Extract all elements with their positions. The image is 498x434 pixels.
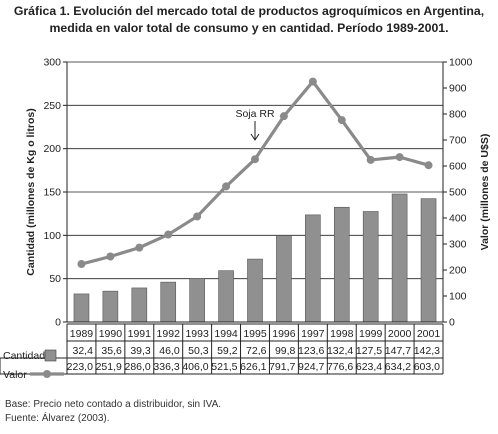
right-tick-label: 500 bbox=[449, 187, 467, 199]
x-tick-label: 1996 bbox=[272, 328, 296, 340]
line-point bbox=[222, 182, 231, 191]
right-tick-label: 300 bbox=[449, 239, 467, 251]
legend-swatch-cantidad bbox=[44, 349, 57, 362]
table-value-valor: 406,0 bbox=[182, 361, 208, 373]
table-value-valor: 623,4 bbox=[356, 361, 382, 373]
table-value-valor: 634,2 bbox=[385, 361, 411, 373]
table-value-cantidad: 147,7 bbox=[385, 345, 411, 357]
table-value-cantidad: 72,6 bbox=[246, 345, 267, 357]
x-tick-label: 1993 bbox=[185, 328, 209, 340]
right-tick-label: 1000 bbox=[449, 57, 473, 69]
left-tick-label: 50 bbox=[49, 273, 61, 285]
table-legend-valor: Valor bbox=[3, 369, 27, 381]
table-value-cantidad: 132,4 bbox=[327, 345, 353, 357]
table-value-valor: 626,1 bbox=[240, 361, 266, 373]
right-tick-label: 800 bbox=[449, 109, 467, 121]
line-point bbox=[193, 212, 202, 221]
right-tick-label: 600 bbox=[449, 161, 467, 173]
bar bbox=[218, 270, 234, 323]
line-point bbox=[251, 155, 259, 164]
bar bbox=[305, 214, 321, 323]
x-tick-label: 1998 bbox=[330, 328, 354, 340]
table-value-cantidad: 39,3 bbox=[130, 345, 151, 357]
y-axis-right-title: Valor (millones de U$S) bbox=[479, 134, 491, 251]
table-value-cantidad: 99,8 bbox=[275, 345, 296, 357]
table-value-cantidad: 32,4 bbox=[72, 345, 93, 357]
table-value-valor: 336,3 bbox=[153, 361, 179, 373]
x-tick-label: 1991 bbox=[128, 328, 152, 340]
chart-title: Gráfica 1. Evolución del mercado total d… bbox=[0, 3, 498, 37]
line-point bbox=[395, 153, 404, 162]
line-point bbox=[135, 243, 144, 252]
bar bbox=[420, 198, 437, 323]
line-point bbox=[77, 260, 86, 269]
table-value-valor: 286,0 bbox=[124, 361, 150, 373]
bar bbox=[189, 278, 205, 323]
table-value-valor: 603,0 bbox=[414, 361, 440, 373]
table-value-cantidad: 127,5 bbox=[356, 345, 382, 357]
x-tick-label: 2000 bbox=[388, 328, 412, 340]
right-tick-label: 200 bbox=[449, 265, 467, 277]
right-tick-label: 400 bbox=[449, 213, 467, 225]
table-value-cantidad: 59,2 bbox=[217, 345, 238, 357]
line-point bbox=[164, 230, 173, 239]
bar bbox=[362, 211, 379, 323]
footnote-base: Base: Precio neto contado a distribuidor… bbox=[5, 399, 222, 410]
x-tick-label: 1994 bbox=[214, 328, 238, 340]
x-tick-label: 2001 bbox=[417, 328, 441, 340]
left-tick-label: 250 bbox=[43, 100, 61, 112]
line-point bbox=[366, 155, 375, 164]
left-tick-label: 300 bbox=[43, 57, 61, 69]
left-tick-label: 200 bbox=[43, 143, 61, 155]
x-tick-label: 1999 bbox=[359, 328, 383, 340]
table-value-cantidad: 123,6 bbox=[298, 345, 324, 357]
x-tick-label: 1997 bbox=[301, 328, 325, 340]
table-value-valor: 521,5 bbox=[211, 361, 237, 373]
x-tick-label: 1992 bbox=[157, 328, 181, 340]
x-tick-label: 1989 bbox=[70, 328, 94, 340]
table-value-valor: 223,0 bbox=[67, 361, 93, 373]
table-value-valor: 251,9 bbox=[96, 361, 122, 373]
table-value-valor: 924,7 bbox=[298, 361, 324, 373]
left-tick-label: 0 bbox=[55, 317, 61, 329]
right-tick-label: 0 bbox=[449, 317, 455, 329]
bar bbox=[102, 290, 119, 323]
table-value-valor: 776,6 bbox=[327, 361, 353, 373]
line-point bbox=[106, 252, 115, 261]
x-tick-label: 1990 bbox=[99, 328, 123, 340]
bar bbox=[391, 193, 408, 323]
bar bbox=[160, 281, 177, 323]
table-value-cantidad: 46,0 bbox=[159, 345, 180, 357]
left-tick-label: 150 bbox=[43, 187, 61, 199]
bar bbox=[276, 235, 292, 323]
line-point bbox=[308, 77, 317, 86]
annotation-label: Soja RR bbox=[235, 108, 275, 120]
y-axis-left-title: Cantidad (millones de Kg o litros) bbox=[25, 108, 37, 275]
chart-title-line-1: Gráfica 1. Evolución del mercado total d… bbox=[13, 4, 485, 18]
bar bbox=[73, 293, 90, 323]
bar bbox=[247, 258, 263, 323]
line-point bbox=[424, 161, 433, 170]
right-tick-label: 900 bbox=[449, 83, 467, 95]
line-point bbox=[279, 112, 288, 121]
right-tick-label: 100 bbox=[449, 291, 467, 303]
left-tick-label: 100 bbox=[43, 230, 61, 242]
annotation-arrow-head bbox=[250, 133, 260, 141]
x-tick-label: 1995 bbox=[243, 328, 267, 340]
bar bbox=[333, 206, 350, 323]
right-tick-label: 700 bbox=[449, 135, 467, 147]
bar bbox=[131, 287, 148, 323]
table-value-cantidad: 142,3 bbox=[414, 345, 440, 357]
line-point bbox=[337, 116, 346, 125]
table-value-valor: 791,7 bbox=[269, 361, 295, 373]
footnote-source: Fuente: Álvarez (2003). bbox=[5, 413, 110, 424]
chart-title-line-2: medida en valor total de consumo y en ca… bbox=[49, 21, 449, 35]
legend-marker-valor bbox=[43, 370, 51, 378]
table-legend-cantidad: Cantidad bbox=[3, 350, 45, 362]
table-value-cantidad: 50,3 bbox=[188, 345, 209, 357]
table-value-cantidad: 35,6 bbox=[101, 345, 122, 357]
